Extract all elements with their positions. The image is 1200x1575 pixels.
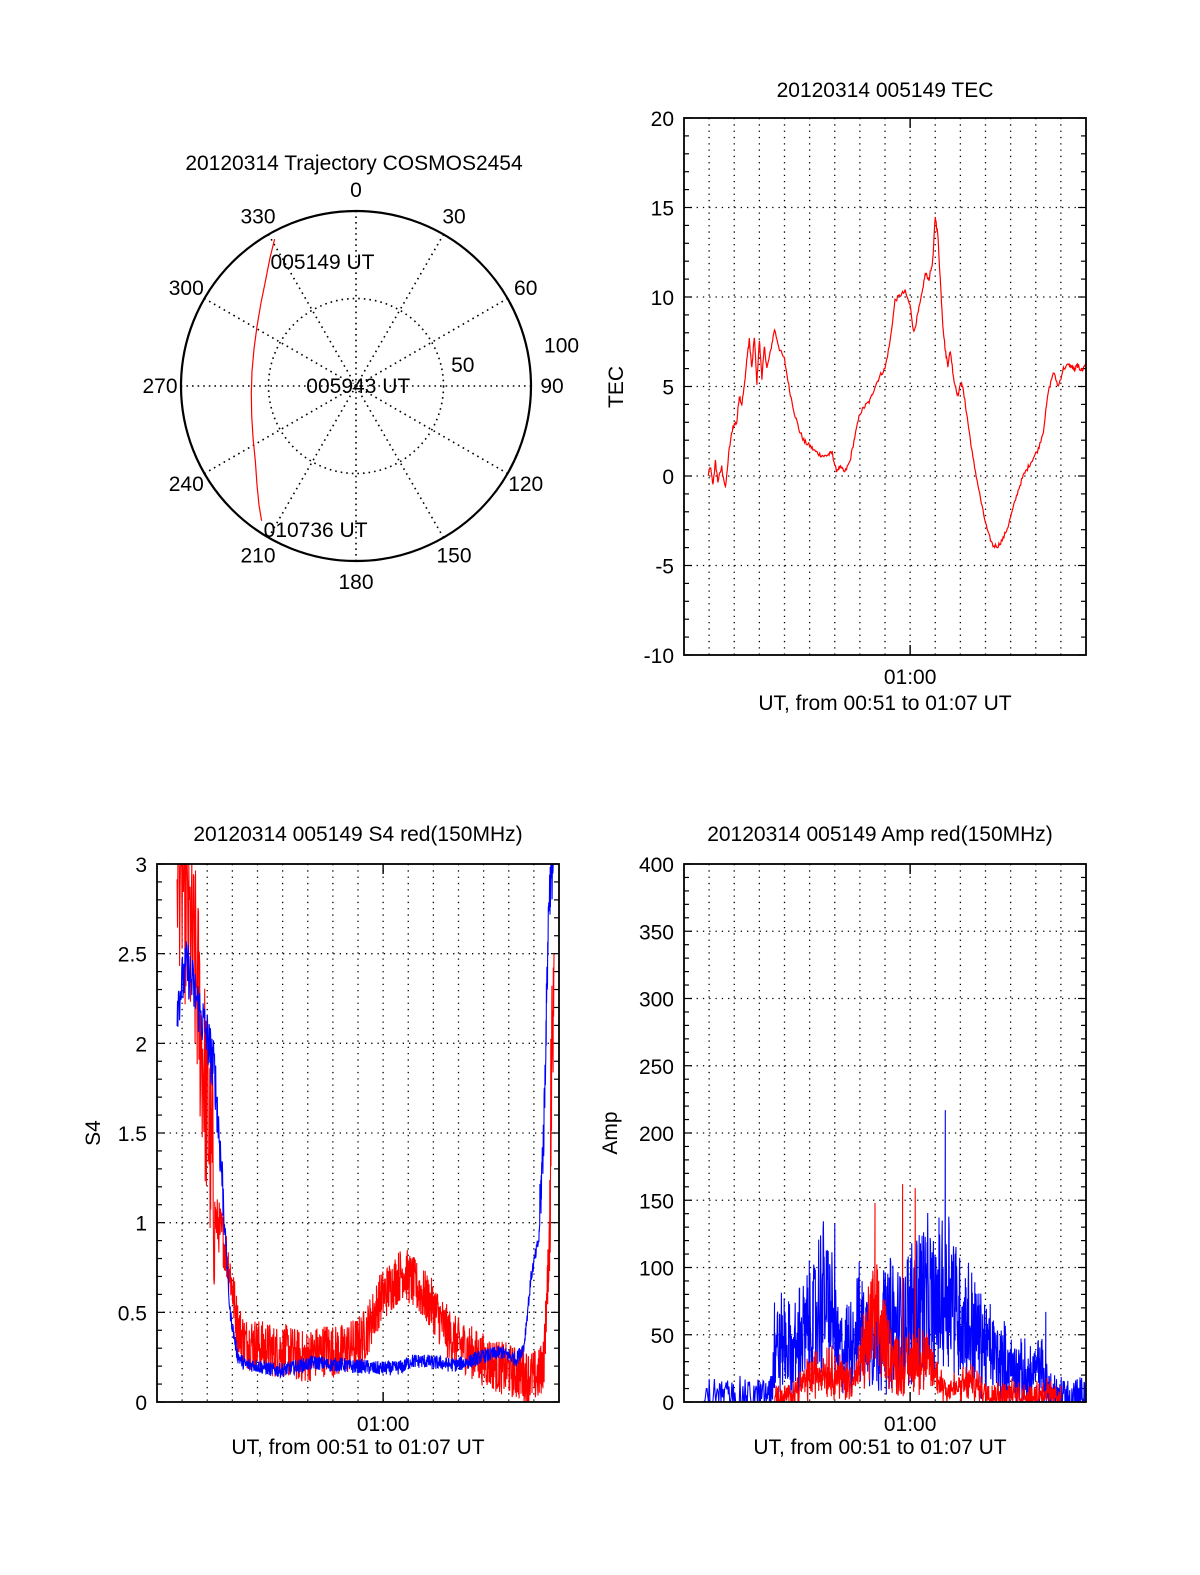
polar-ring-50 bbox=[267, 297, 445, 475]
polar-trajectory-line bbox=[250, 238, 276, 521]
s4-ytick-label: 2 bbox=[135, 1033, 147, 1056]
s4-ytick-label: 0 bbox=[135, 1392, 147, 1415]
s4-ytick-label: 3 bbox=[135, 854, 147, 877]
s4-grid bbox=[157, 863, 559, 1403]
s4-ytick-label: 2.5 bbox=[118, 944, 147, 967]
amp-ytick-label: 250 bbox=[639, 1056, 674, 1079]
polar-annotations: 005149 UT 005943 UT 010736 UT bbox=[264, 251, 411, 542]
amp-series-red bbox=[773, 1184, 1062, 1402]
amp-ytick-label: 300 bbox=[639, 989, 674, 1012]
tec-series-red bbox=[707, 216, 1086, 549]
polar-annotation-2: 010736 UT bbox=[264, 519, 368, 542]
amp-ytick-label: 350 bbox=[639, 921, 674, 944]
s4-ylabel: S4 bbox=[82, 1120, 105, 1146]
amp-ytick-label: 150 bbox=[639, 1190, 674, 1213]
tec-yticks: -10 -5 0 5 10 15 20 bbox=[644, 108, 674, 668]
amp-ytick-label: 200 bbox=[639, 1123, 674, 1146]
amp-chart: 20120314 005149 Amp red(150MHz) Amp UT, … bbox=[599, 823, 1087, 1459]
polar-annotation-1: 005943 UT bbox=[306, 375, 410, 398]
s4-series bbox=[176, 864, 555, 1402]
polar-spoke-150 bbox=[355, 385, 445, 538]
tec-xlabel: UT, from 00:51 to 01:07 UT bbox=[758, 692, 1011, 715]
polar-center-marker bbox=[351, 381, 361, 391]
polar-angle-label-0: 0 bbox=[350, 179, 362, 202]
amp-xtick-label: 01:00 bbox=[884, 1413, 937, 1436]
tec-ytick-label: 10 bbox=[651, 287, 674, 310]
polar-spoke-330 bbox=[267, 234, 357, 387]
polar-angle-label-300: 300 bbox=[169, 277, 204, 300]
polar-angle-label-30: 30 bbox=[442, 205, 465, 228]
amp-ytick-label: 50 bbox=[651, 1325, 674, 1348]
s4-ytick-label: 1 bbox=[135, 1213, 147, 1236]
polar-outer-ring bbox=[179, 209, 533, 563]
polar-angle-label-60: 60 bbox=[514, 277, 537, 300]
amp-series-blue bbox=[703, 1110, 1086, 1402]
amp-ytick-label: 100 bbox=[639, 1258, 674, 1281]
polar-annotation-0: 005149 UT bbox=[271, 251, 375, 274]
polar-angle-label-180: 180 bbox=[338, 571, 373, 594]
tec-ytick-label: 15 bbox=[651, 198, 674, 221]
polar-radial-label-50: 50 bbox=[451, 354, 474, 377]
polar-angle-label-120: 120 bbox=[508, 473, 543, 496]
s4-yticks: 0 0.5 1 1.5 2 2.5 3 bbox=[118, 854, 147, 1415]
polar-title: 20120314 Trajectory COSMOS2454 bbox=[185, 152, 523, 175]
tec-ytick-label: 0 bbox=[662, 466, 674, 489]
polar-angle-label-330: 330 bbox=[240, 205, 275, 228]
s4-xlabel: UT, from 00:51 to 01:07 UT bbox=[231, 1436, 484, 1459]
polar-angle-label-90: 90 bbox=[540, 375, 563, 398]
amp-plot-frame bbox=[683, 863, 1087, 1403]
tec-series bbox=[707, 216, 1086, 549]
tec-ytick-label: -10 bbox=[644, 645, 674, 668]
polar-spoke-300 bbox=[204, 297, 357, 387]
polar-series bbox=[250, 238, 276, 521]
polar-angle-label-240: 240 bbox=[169, 473, 204, 496]
tec-chart: 20120314 005149 TEC TEC UT, from 00:51 t… bbox=[605, 79, 1087, 715]
s4-series-blue bbox=[176, 864, 554, 1379]
polar-spoke-30 bbox=[355, 234, 445, 387]
amp-ytick-label: 0 bbox=[662, 1392, 674, 1415]
amp-series bbox=[703, 1110, 1086, 1402]
tec-xtick-label: 01:00 bbox=[884, 666, 937, 689]
polar-angle-label-270: 270 bbox=[142, 375, 177, 398]
amp-xlabel: UT, from 00:51 to 01:07 UT bbox=[753, 1436, 1006, 1459]
s4-chart: 20120314 005149 S4 red(150MHz) S4 UT, fr… bbox=[82, 823, 560, 1459]
amp-ytick-label: 400 bbox=[639, 854, 674, 877]
tec-plot-frame bbox=[683, 117, 1087, 656]
s4-plot-frame bbox=[156, 863, 560, 1403]
polar-radial-label-100: 100 bbox=[544, 335, 579, 358]
polar-radial-labels: 50 100 bbox=[451, 335, 579, 377]
polar-spoke-210 bbox=[267, 385, 357, 538]
s4-ytick-label: 1.5 bbox=[118, 1123, 147, 1146]
polar-spoke-60 bbox=[355, 297, 508, 387]
s4-xtick-label: 01:00 bbox=[357, 1413, 410, 1436]
trajectory-polar-plot: 20120314 Trajectory COSMOS2454 0 30 60 90 12… bbox=[142, 152, 579, 594]
s4-ytick-label: 0.5 bbox=[118, 1302, 147, 1325]
s4-series-red bbox=[176, 864, 555, 1402]
polar-spoke-120 bbox=[355, 385, 508, 475]
s4-title: 20120314 005149 S4 red(150MHz) bbox=[193, 823, 522, 846]
polar-angle-label-210: 210 bbox=[240, 545, 275, 568]
polar-angle-labels: 0 30 60 90 120 150 180 210 240 270 300 330 bbox=[142, 179, 563, 594]
amp-yticks: 0 50 100 150 200 250 300 350 400 bbox=[639, 854, 674, 1415]
tec-ylabel: TEC bbox=[605, 366, 628, 408]
tec-ytick-label: -5 bbox=[655, 556, 674, 579]
polar-angle-label-150: 150 bbox=[436, 545, 471, 568]
tec-grid bbox=[684, 117, 1086, 656]
polar-grid bbox=[179, 209, 533, 563]
tec-ytick-label: 5 bbox=[662, 377, 674, 400]
amp-title: 20120314 005149 Amp red(150MHz) bbox=[707, 823, 1053, 846]
tec-title: 20120314 005149 TEC bbox=[777, 79, 994, 102]
tec-ytick-label: 20 bbox=[651, 108, 674, 131]
amp-ylabel: Amp bbox=[599, 1111, 622, 1154]
polar-spoke-240 bbox=[204, 385, 357, 475]
